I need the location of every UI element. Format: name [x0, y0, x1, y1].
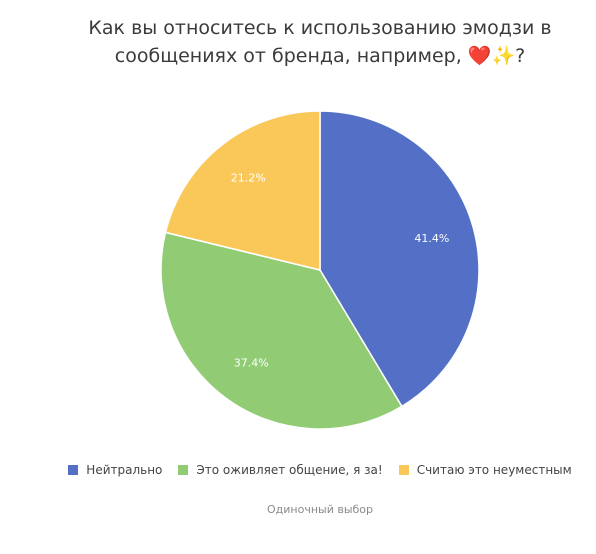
legend-item-neutral[interactable]: Нейтрально — [68, 463, 162, 477]
pie-slice-neutral[interactable] — [319, 110, 480, 408]
chart-title: Как вы относитесь к использованию эмодзи… — [0, 14, 596, 70]
legend-swatch-positive — [178, 465, 189, 475]
legend-item-positive[interactable]: Это оживляет общение, я за! — [178, 463, 383, 477]
pie-label-neutral: 41.4% — [414, 232, 449, 245]
legend: Нейтрально Это оживляет общение, я за! С… — [0, 463, 596, 477]
legend-swatch-neutral — [68, 465, 79, 475]
legend-item-inappropriate[interactable]: Считаю это неуместным — [398, 463, 572, 477]
pie-slice-inappropriate[interactable] — [164, 110, 321, 271]
chart-title-line-2: сообщениях от бренда, например, ❤️✨? — [114, 45, 526, 67]
chart-title-line-1: Как вы относитесь к использованию эмодзи… — [88, 17, 552, 39]
legend-label-positive: Это оживляет общение, я за! — [196, 463, 383, 477]
pie-label-positive: 37.4% — [234, 356, 269, 369]
legend-label-neutral: Нейтрально — [86, 463, 163, 477]
legend-label-inappropriate: Считаю это неуместным — [416, 463, 572, 477]
pie-label-inappropriate: 21.2% — [231, 172, 266, 185]
legend-swatch-inappropriate — [398, 465, 409, 475]
pie-slice-positive[interactable] — [160, 231, 403, 430]
footnote-selection-type: Одиночный выбор — [266, 503, 374, 516]
